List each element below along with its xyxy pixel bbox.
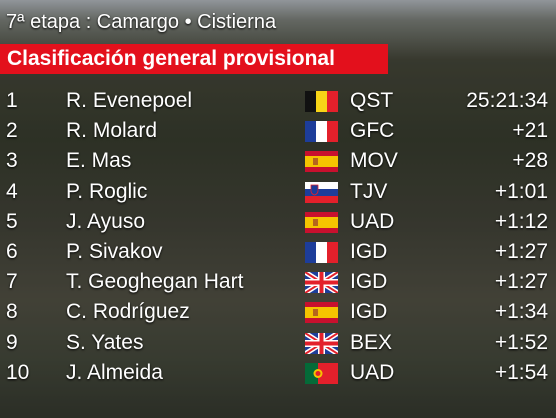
position: 4	[6, 179, 18, 203]
country-flag	[305, 151, 338, 173]
team-code: TJV	[350, 179, 388, 203]
country-flag	[305, 91, 338, 112]
team-code: GFC	[350, 119, 395, 143]
country-flag	[305, 181, 338, 203]
stage-label: 7ª etapa : Camargo • Cistierna	[6, 11, 277, 33]
rider-name: P. Sivakov	[66, 240, 163, 263]
position: 1	[6, 89, 18, 112]
team-code: UAD	[350, 209, 395, 233]
time-gap: +1:27	[494, 270, 548, 294]
time-gap: +1:12	[494, 209, 548, 233]
standings-row: 9 S. Yates BEX +1:52	[0, 328, 556, 358]
rider-name: E. Mas	[66, 149, 132, 173]
position: 5	[6, 209, 18, 233]
standings-row: 4 P. Roglic TJV +1:01	[0, 177, 556, 207]
position: 9	[6, 330, 18, 354]
team-code: BEX	[350, 330, 393, 354]
time-gap: +1:54	[494, 360, 548, 384]
rider-name: S. Yates	[66, 330, 144, 354]
country-flag	[305, 302, 338, 324]
time-gap: +28	[512, 149, 548, 173]
time-gap: +1:34	[494, 300, 548, 324]
time-gap: +1:01	[494, 179, 548, 203]
rider-name: R. Evenepoel	[66, 89, 193, 112]
country-flag	[305, 362, 338, 384]
position: 3	[6, 149, 18, 173]
rider-name: J. Ayuso	[66, 209, 145, 233]
title-banner	[0, 44, 388, 74]
standings-row: 6 P. Sivakov IGD +1:27	[0, 237, 556, 267]
position: 10	[6, 360, 30, 384]
country-flag	[305, 272, 338, 294]
position: 8	[6, 300, 18, 324]
team-code: IGD	[350, 240, 388, 263]
standings-title: Clasificación general provisional	[7, 47, 335, 70]
position: 7	[6, 270, 18, 294]
standings-row: 5 J. Ayuso UAD +1:12	[0, 207, 556, 237]
standings-row: 3 E. Mas MOV +28	[0, 146, 556, 176]
position: 2	[6, 119, 18, 143]
rider-name: C. Rodríguez	[66, 300, 190, 324]
country-flag	[305, 121, 338, 143]
standings-row: 8 C. Rodríguez IGD +1:34	[0, 297, 556, 327]
team-code: IGD	[350, 270, 388, 294]
standings-row: 7 T. Geoghegan Hart IGD +1:27	[0, 267, 556, 297]
standings-row: 10 J. Almeida UAD +1:54	[0, 358, 556, 388]
team-code: UAD	[350, 360, 395, 384]
team-code: QST	[350, 89, 394, 112]
team-code: IGD	[350, 300, 388, 324]
rider-name: J. Almeida	[66, 360, 163, 384]
country-flag	[305, 211, 338, 233]
rider-name: T. Geoghegan Hart	[66, 270, 244, 294]
position: 6	[6, 240, 18, 263]
country-flag	[305, 242, 338, 263]
time-gap: 25:21:34	[466, 89, 548, 112]
rider-name: R. Molard	[66, 119, 158, 143]
time-gap: +21	[512, 119, 548, 143]
time-gap: +1:27	[494, 240, 548, 263]
country-flag	[305, 332, 338, 354]
team-code: MOV	[350, 149, 398, 173]
standings-row: 1 R. Evenepoel QST 25:21:34	[0, 86, 556, 116]
rider-name: P. Roglic	[66, 179, 148, 203]
time-gap: +1:52	[494, 330, 548, 354]
standings-row: 2 R. Molard GFC +21	[0, 116, 556, 146]
